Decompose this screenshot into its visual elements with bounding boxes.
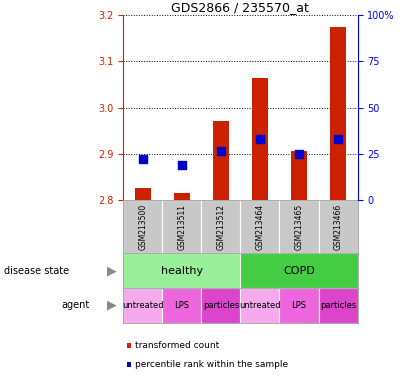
Bar xyxy=(201,200,240,253)
Point xyxy=(335,136,341,142)
Bar xyxy=(319,288,358,323)
Bar xyxy=(240,288,279,323)
Text: healthy: healthy xyxy=(161,266,203,276)
Text: particles: particles xyxy=(320,301,356,310)
Bar xyxy=(279,288,319,323)
Bar xyxy=(319,200,358,253)
Point xyxy=(139,156,146,162)
Text: percentile rank within the sample: percentile rank within the sample xyxy=(135,360,288,369)
Text: transformed count: transformed count xyxy=(135,341,219,350)
Bar xyxy=(330,27,346,200)
Text: agent: agent xyxy=(62,300,90,310)
Text: LPS: LPS xyxy=(174,301,189,310)
Text: GSM213512: GSM213512 xyxy=(217,204,225,250)
Bar xyxy=(123,200,162,253)
Bar xyxy=(240,200,279,253)
Point xyxy=(178,162,185,168)
Bar xyxy=(162,200,201,253)
Text: GSM213466: GSM213466 xyxy=(334,204,342,250)
Bar xyxy=(135,188,150,200)
Text: particles: particles xyxy=(203,301,239,310)
Bar xyxy=(213,121,229,200)
Text: GSM213500: GSM213500 xyxy=(139,204,147,250)
Text: ▶: ▶ xyxy=(107,264,116,277)
Bar xyxy=(123,288,162,323)
Text: COPD: COPD xyxy=(283,266,315,276)
Bar xyxy=(240,253,358,288)
Bar xyxy=(279,200,319,253)
Bar xyxy=(291,151,307,200)
Bar xyxy=(123,253,240,288)
Text: GSM213511: GSM213511 xyxy=(178,204,186,250)
Point xyxy=(218,148,224,154)
Text: untreated: untreated xyxy=(122,301,164,310)
Text: ▶: ▶ xyxy=(107,299,116,312)
Text: LPS: LPS xyxy=(291,301,307,310)
Bar xyxy=(174,193,189,200)
Text: GSM213464: GSM213464 xyxy=(256,204,264,250)
Point xyxy=(256,136,263,142)
Point xyxy=(296,151,302,157)
Bar xyxy=(252,78,268,200)
Text: untreated: untreated xyxy=(239,301,281,310)
Bar xyxy=(201,288,240,323)
Bar xyxy=(162,288,201,323)
Title: GDS2866 / 235570_at: GDS2866 / 235570_at xyxy=(171,1,309,14)
Text: disease state: disease state xyxy=(4,266,69,276)
Text: GSM213465: GSM213465 xyxy=(295,204,303,250)
